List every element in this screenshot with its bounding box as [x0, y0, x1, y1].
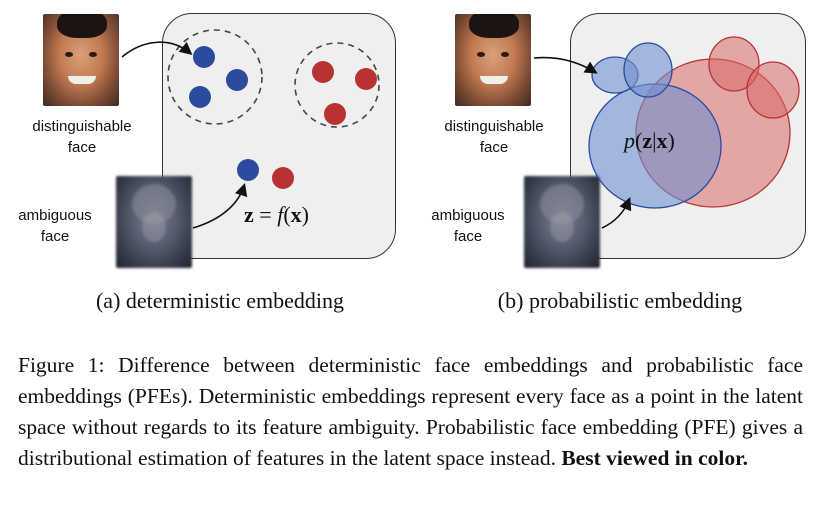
blue-point	[189, 86, 211, 108]
blue-small-distribution	[623, 42, 673, 98]
cluster-right-boundary	[294, 42, 380, 128]
blue-point	[226, 69, 248, 91]
arrow-distinguishable	[121, 41, 193, 58]
caption-body: Difference between deterministic face em…	[18, 353, 803, 470]
ambiguous-blue-point	[237, 159, 259, 181]
probabilistic-equation: p(z|x)	[624, 128, 675, 153]
ambiguous-face-label: ambiguous face	[431, 207, 505, 245]
panel-b-diagram	[533, 36, 800, 229]
panel-a-diagram	[121, 29, 380, 229]
arrow-ambiguous	[192, 182, 248, 229]
ambiguous-face-label: ambiguous face	[18, 207, 92, 245]
ambiguous-red-point	[272, 167, 294, 189]
figure-caption: Figure 1: Difference between determinist…	[18, 350, 803, 474]
caption-emphasis: Best viewed in color.	[561, 446, 749, 470]
blue-point	[193, 46, 215, 68]
distinguishable-face-label: distinguishable face	[444, 118, 544, 156]
cluster-left-boundary	[167, 29, 263, 125]
subcaption-b: (b) probabilistic embedding	[497, 288, 743, 313]
arrow-distinguishable	[533, 56, 598, 74]
red-point	[355, 68, 377, 90]
ambiguous-face-image	[524, 176, 600, 268]
red-point	[312, 61, 334, 83]
subcaption-a: (a) deterministic embedding	[95, 288, 345, 313]
deterministic-equation: z = f(x)	[244, 202, 309, 227]
distinguishable-face-image	[455, 14, 531, 106]
arrow-ambiguous	[601, 197, 632, 229]
red-small-distribution	[746, 61, 800, 119]
panel-deterministic: distinguishable face ambiguous face z = …	[0, 0, 410, 330]
figure-label: Figure 1:	[18, 353, 105, 377]
ambiguous-face-image	[116, 176, 192, 268]
red-point	[324, 103, 346, 125]
red-small-distribution	[708, 36, 760, 92]
distinguishable-face-image	[43, 14, 119, 106]
distinguishable-face-label: distinguishable face	[32, 118, 132, 156]
panel-probabilistic: distinguishable face ambiguous face p(z|…	[410, 0, 818, 330]
